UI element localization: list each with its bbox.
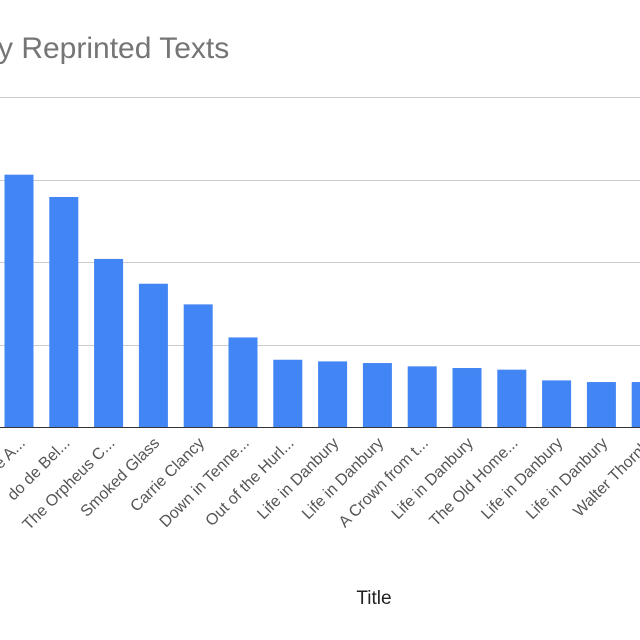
bar <box>452 368 482 428</box>
bar <box>631 382 640 428</box>
x-tick-label: e A... <box>0 435 29 473</box>
bar <box>362 363 392 428</box>
x-tick-label: Life in Danbury <box>478 435 566 523</box>
bar <box>228 337 258 428</box>
x-tick-label: Life in Danbury <box>389 435 477 523</box>
chart-title: y Reprinted Texts <box>0 32 229 65</box>
x-tick-label: Smoked Glass <box>78 435 164 521</box>
bar <box>49 196 79 428</box>
bars <box>4 174 640 428</box>
bar <box>407 366 437 428</box>
x-tick-label: Life in Danbury <box>299 435 387 523</box>
bar <box>586 382 616 428</box>
bar <box>183 304 213 428</box>
bar <box>273 359 303 428</box>
bar <box>138 283 168 428</box>
bar <box>94 258 124 428</box>
bar <box>542 380 572 428</box>
bar <box>4 174 34 428</box>
x-tick-label: Life in Danbury <box>523 435 611 523</box>
bar <box>497 369 527 428</box>
x-tick-labels: e A...do de Bel...The Orpheus C...Smoked… <box>0 435 640 534</box>
x-tick-label: Life in Danbury <box>254 435 342 523</box>
bar <box>318 361 348 428</box>
x-axis-label: Title <box>356 588 391 609</box>
